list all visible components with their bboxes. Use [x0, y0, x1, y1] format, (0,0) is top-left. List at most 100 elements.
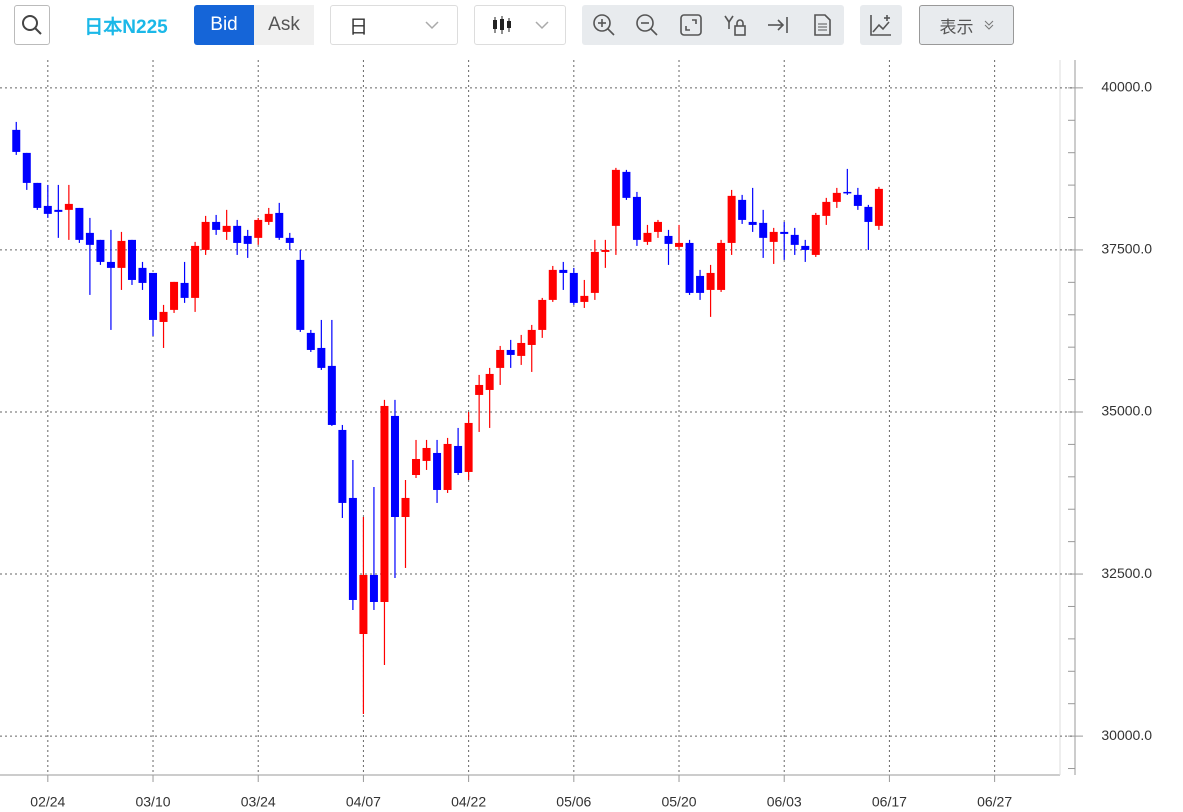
- candle-body: [422, 447, 431, 461]
- search-icon: [22, 15, 42, 35]
- candle-body: [759, 222, 768, 238]
- candle-body: [54, 209, 63, 212]
- candle-body: [170, 281, 179, 310]
- x-tick-label: 06/03: [767, 794, 802, 810]
- candle-body: [506, 349, 515, 355]
- x-tick-label: 03/10: [135, 794, 170, 810]
- fit-icon[interactable]: [679, 13, 703, 37]
- candle-body: [369, 574, 378, 602]
- candle-body: [412, 458, 421, 475]
- candle-body: [485, 373, 494, 390]
- dropdown-icon: [535, 21, 549, 30]
- candle-body: [22, 152, 31, 183]
- x-tick-label: 05/06: [556, 794, 591, 810]
- indicator-icon: [870, 15, 891, 36]
- candle-body: [75, 207, 84, 240]
- x-tick-label: 06/17: [872, 794, 907, 810]
- candle-body: [96, 239, 105, 262]
- zoom-out-icon[interactable]: [635, 13, 659, 37]
- candle-body: [201, 221, 210, 250]
- candle-body: [559, 269, 568, 273]
- candle-body: [12, 129, 21, 152]
- candle-body: [811, 214, 820, 255]
- candle-body: [149, 272, 158, 320]
- candle-body: [517, 342, 526, 356]
- bid-button[interactable]: Bid: [194, 5, 254, 45]
- jump-end-icon[interactable]: [766, 13, 790, 37]
- candle-body: [233, 225, 242, 243]
- display-button[interactable]: 表示: [919, 5, 1014, 45]
- candle-body: [127, 239, 136, 280]
- candle-body: [401, 497, 410, 518]
- candle-body: [622, 171, 631, 198]
- candle-body: [159, 311, 168, 322]
- y-tick-label: 30000.0: [1101, 727, 1152, 743]
- candle-body: [443, 443, 452, 490]
- x-tick-label: 03/24: [241, 794, 276, 810]
- candle-body: [611, 169, 620, 226]
- candle-body: [317, 347, 326, 368]
- candle-body: [191, 245, 200, 298]
- zoom-in-icon[interactable]: [592, 13, 616, 37]
- candle-body: [285, 237, 294, 243]
- candle-body: [390, 415, 399, 518]
- candle-body: [348, 497, 357, 600]
- y-tick-label: 32500.0: [1101, 565, 1152, 581]
- ask-button[interactable]: Ask: [254, 5, 314, 45]
- candle-body: [832, 192, 841, 202]
- dropdown-icon: [425, 21, 439, 30]
- x-tick-label: 04/07: [346, 794, 381, 810]
- candle-body: [64, 203, 73, 210]
- chart-type-select[interactable]: [474, 5, 566, 45]
- candle-body: [769, 231, 778, 242]
- candle-body: [664, 235, 673, 244]
- x-tick-label: 02/24: [30, 794, 65, 810]
- candle-body: [548, 269, 557, 300]
- x-tick-label: 04/22: [451, 794, 486, 810]
- candle-body: [212, 221, 221, 230]
- candle-body: [538, 299, 547, 330]
- lock-y-icon[interactable]: [723, 13, 747, 37]
- document-icon[interactable]: [810, 13, 834, 37]
- display-label: 表示: [939, 17, 974, 37]
- y-tick-label: 37500.0: [1101, 241, 1152, 257]
- candle-body: [327, 365, 336, 425]
- indicator-button[interactable]: [860, 5, 902, 45]
- candle-body: [306, 332, 315, 350]
- candle-body: [475, 384, 484, 395]
- candle-body: [853, 194, 862, 206]
- candle-body: [727, 195, 736, 243]
- candle-body: [243, 235, 252, 244]
- candle-body: [117, 240, 126, 268]
- expand-icon: [984, 20, 993, 30]
- candle-body: [569, 272, 578, 303]
- candle-body: [843, 191, 852, 194]
- tool-group: [582, 5, 844, 45]
- candle-body: [254, 219, 263, 238]
- y-tick-label: 40000.0: [1101, 79, 1152, 95]
- candle-body: [338, 429, 347, 503]
- candle-body: [527, 329, 536, 345]
- candle-body: [748, 221, 757, 225]
- candle-body: [275, 212, 284, 238]
- candle-body: [264, 213, 273, 222]
- y-tick-label: 35000.0: [1101, 403, 1152, 419]
- symbol[interactable]: 日本N225: [84, 16, 168, 38]
- candle-body: [106, 261, 115, 268]
- candle-body: [675, 242, 684, 247]
- candle-body: [685, 242, 694, 293]
- x-tick-label: 06/27: [977, 794, 1012, 810]
- candle-body: [359, 574, 368, 635]
- candle-body: [496, 349, 505, 368]
- candle-body: [790, 234, 799, 245]
- candle-body: [706, 272, 715, 290]
- search-button[interactable]: [14, 5, 50, 45]
- candle-body: [801, 245, 810, 250]
- candle-body: [433, 452, 442, 490]
- candle-body: [590, 251, 599, 293]
- candle-body: [632, 196, 641, 240]
- period-select[interactable]: 日: [330, 5, 458, 45]
- candle-body: [33, 182, 42, 208]
- candle-body: [580, 295, 589, 302]
